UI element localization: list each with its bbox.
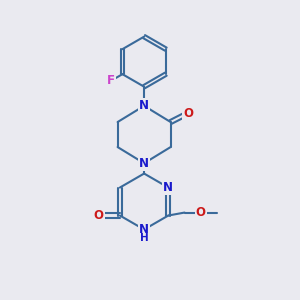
Text: H: H: [140, 233, 148, 243]
Text: N: N: [139, 223, 149, 236]
Text: N: N: [163, 181, 173, 194]
Text: F: F: [107, 74, 115, 87]
Text: O: O: [196, 206, 206, 219]
Text: N: N: [139, 157, 149, 170]
Text: O: O: [183, 107, 193, 120]
Text: N: N: [139, 99, 149, 112]
Text: O: O: [94, 209, 104, 222]
